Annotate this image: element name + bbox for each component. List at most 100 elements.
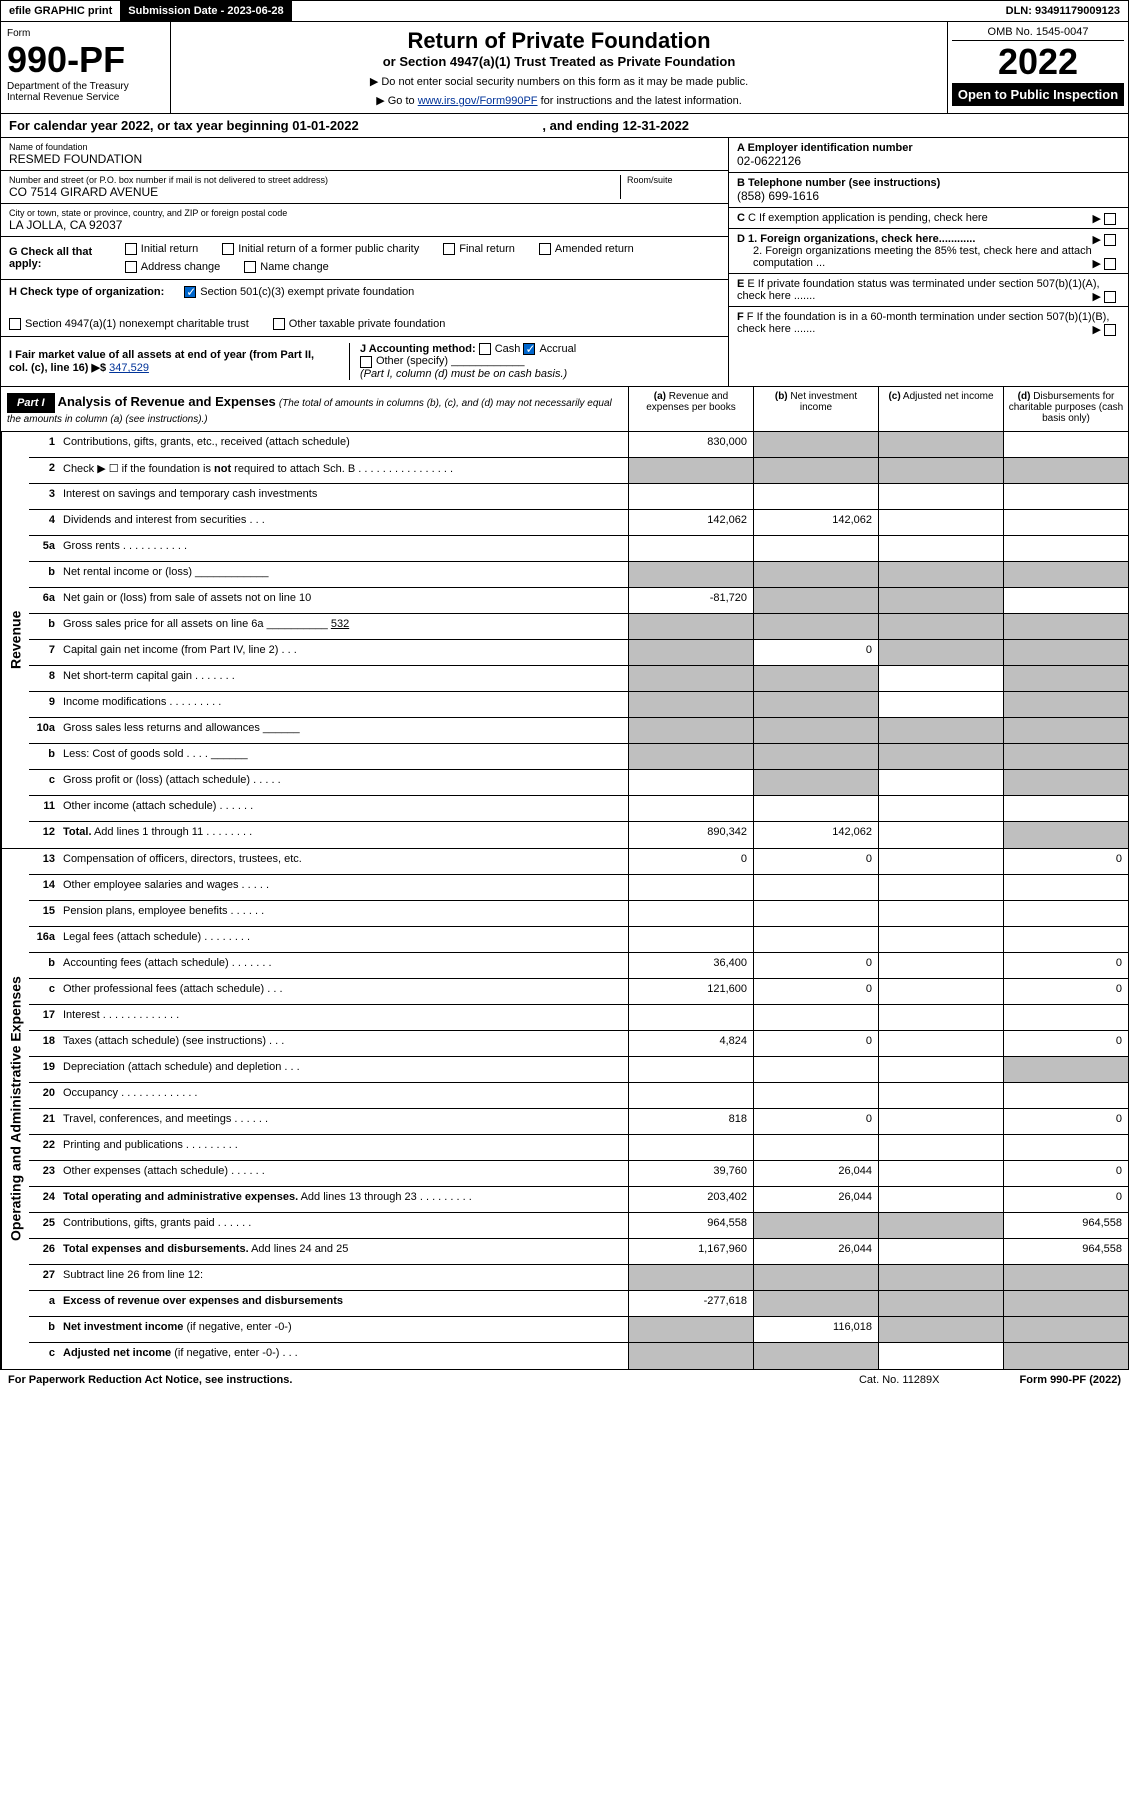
efile-label: efile GRAPHIC print [1,1,120,21]
fmv-value[interactable]: 347,529 [109,362,149,374]
row-label: Interest . . . . . . . . . . . . . [59,1005,628,1030]
row-label: Net investment income (if negative, ente… [59,1317,628,1342]
table-row: 9Income modifications . . . . . . . . . [29,692,1128,718]
cb-final-return[interactable]: Final return [443,243,515,255]
info-grid: Name of foundation RESMED FOUNDATION Num… [0,138,1129,387]
cb-501c3[interactable]: Section 501(c)(3) exempt private foundat… [184,286,414,298]
cb-d1[interactable] [1104,234,1116,246]
col-b-head: (b) Net investment income [753,387,878,431]
cb-name-change[interactable]: Name change [244,261,329,273]
form-label: Form [7,28,164,39]
cell-b: 142,062 [753,822,878,848]
table-row: 27Subtract line 26 from line 12: [29,1265,1128,1291]
row-label: Accounting fees (attach schedule) . . . … [59,953,628,978]
cb-amended-return[interactable]: Amended return [539,243,634,255]
cell-b [753,458,878,483]
tax-year: 2022 [952,41,1124,83]
row-label: Other income (attach schedule) . . . . .… [59,796,628,821]
submission-date: Submission Date - 2023-06-28 [120,1,291,21]
cell-a: 142,062 [628,510,753,535]
cell-a: 203,402 [628,1187,753,1212]
cell-b [753,484,878,509]
row-number: c [29,770,59,795]
row-number: 17 [29,1005,59,1030]
row-number: 24 [29,1187,59,1212]
table-row: bLess: Cost of goods sold . . . . ______ [29,744,1128,770]
part1-header-row: Part I Analysis of Revenue and Expenses … [0,387,1129,432]
table-row: 15Pension plans, employee benefits . . .… [29,901,1128,927]
cb-d2[interactable] [1104,258,1116,270]
cell-a [628,484,753,509]
cell-a: 1,167,960 [628,1239,753,1264]
cell-c [878,901,1003,926]
row-label: Dividends and interest from securities .… [59,510,628,535]
cell-b [753,770,878,795]
cell-b: 0 [753,849,878,874]
cell-a: 830,000 [628,432,753,457]
cb-f[interactable] [1104,324,1116,336]
form-subtitle: or Section 4947(a)(1) Trust Treated as P… [177,54,941,69]
table-row: 16aLegal fees (attach schedule) . . . . … [29,927,1128,953]
cell-c [878,666,1003,691]
table-row: bNet investment income (if negative, ent… [29,1317,1128,1343]
cb-c[interactable] [1104,213,1116,225]
cell-c [878,1109,1003,1134]
row-label: Gross sales price for all assets on line… [59,614,628,639]
table-row: 12Total. Add lines 1 through 11 . . . . … [29,822,1128,848]
cell-b [753,744,878,769]
cell-a [628,1005,753,1030]
table-row: 22Printing and publications . . . . . . … [29,1135,1128,1161]
foundation-name: RESMED FOUNDATION [9,152,720,166]
row-label: Other expenses (attach schedule) . . . .… [59,1161,628,1186]
table-row: 6aNet gain or (loss) from sale of assets… [29,588,1128,614]
row-number: 1 [29,432,59,457]
cell-d: 0 [1003,1187,1128,1212]
row-number: 2 [29,458,59,483]
col-a-head: (a) Revenue and expenses per books [628,387,753,431]
foundation-name-cell: Name of foundation RESMED FOUNDATION [1,138,728,171]
table-row: bAccounting fees (attach schedule) . . .… [29,953,1128,979]
cell-d: 0 [1003,849,1128,874]
cell-c [878,562,1003,587]
table-row: 13Compensation of officers, directors, t… [29,849,1128,875]
row-label: Check ▶ ☐ if the foundation is not requi… [59,458,628,483]
row-number: 3 [29,484,59,509]
row-number: 4 [29,510,59,535]
cell-d [1003,1135,1128,1160]
cell-a [628,718,753,743]
row-number: 5a [29,536,59,561]
cb-initial-return[interactable]: Initial return [125,243,198,255]
section-operating-and-administrative-expenses: Operating and Administrative Expenses13C… [0,849,1129,1370]
header-center: Return of Private Foundation or Section … [171,22,948,113]
cb-e[interactable] [1104,291,1116,303]
cell-d [1003,718,1128,743]
cell-b [753,901,878,926]
cell-d [1003,770,1128,795]
cb-other-method[interactable] [360,356,372,368]
info-right: A Employer identification number 02-0622… [728,138,1128,386]
ein-cell: A Employer identification number 02-0622… [729,138,1128,173]
cb-other-taxable[interactable]: Other taxable private foundation [273,318,446,330]
cb-accrual[interactable]: Accrual [523,343,576,355]
form990pf-link[interactable]: www.irs.gov/Form990PF [418,95,538,107]
cell-d [1003,692,1128,717]
row-number: 8 [29,666,59,691]
table-row: cOther professional fees (attach schedul… [29,979,1128,1005]
cb-4947[interactable]: Section 4947(a)(1) nonexempt charitable … [9,318,249,330]
cell-c [878,1083,1003,1108]
cell-c [878,1343,1003,1369]
e-cell: E E If private foundation status was ter… [729,274,1128,307]
cell-a [628,536,753,561]
cell-c [878,718,1003,743]
cell-c [878,458,1003,483]
table-row: bGross sales price for all assets on lin… [29,614,1128,640]
row-number: c [29,1343,59,1369]
col-c-head: (c) Adjusted net income [878,387,1003,431]
cell-b: 26,044 [753,1239,878,1264]
cb-cash[interactable]: Cash [479,343,521,355]
table-row: 8Net short-term capital gain . . . . . .… [29,666,1128,692]
cb-initial-former[interactable]: Initial return of a former public charit… [222,243,419,255]
cb-address-change[interactable]: Address change [125,261,221,273]
cell-c [878,822,1003,848]
row-number: c [29,979,59,1004]
